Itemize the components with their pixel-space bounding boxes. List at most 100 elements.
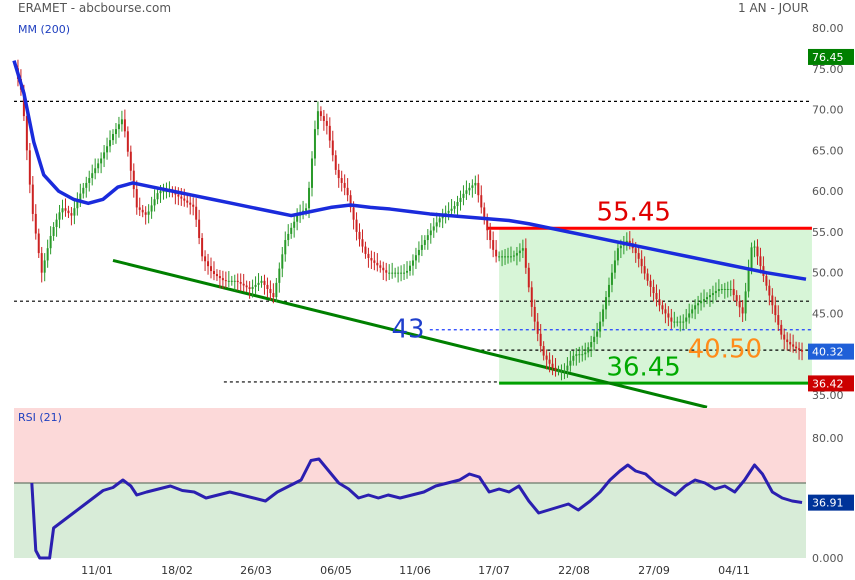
- candle-body: [697, 303, 700, 306]
- candle-body: [756, 246, 759, 257]
- candle-body: [438, 218, 441, 223]
- candle-body: [744, 291, 747, 314]
- candle-body: [664, 309, 667, 314]
- candle-body: [260, 280, 263, 283]
- candle-body: [112, 134, 114, 141]
- candle-body: [795, 346, 798, 349]
- candle-body: [239, 281, 242, 284]
- rsi-tick-label: 0.000: [812, 552, 844, 565]
- candle-body: [64, 208, 67, 211]
- price-tick-label: 35.00: [812, 389, 844, 402]
- annotation-1: 43: [391, 314, 424, 344]
- y-axis: 80.00 75.00 70.00 65.00 60.00 55.00 50.00 45.00…: [808, 22, 854, 565]
- candle-body: [281, 254, 284, 269]
- x-axis: 11/01 18/02 26/03 06/05 11/06 17/07 22/08 27/09…: [81, 564, 750, 577]
- candle-body: [560, 370, 563, 372]
- candle-body: [275, 282, 278, 298]
- candle-body: [103, 152, 106, 159]
- candle-body: [554, 367, 557, 371]
- candle-body: [67, 210, 70, 214]
- candle-body: [435, 222, 438, 227]
- annotation-3: 36.45: [606, 353, 680, 383]
- candle-body: [114, 129, 117, 135]
- price-badge-label: 76.45: [812, 51, 844, 64]
- candle-body: [465, 190, 468, 194]
- candle-body: [605, 297, 608, 310]
- candle-body: [786, 339, 789, 342]
- candle-body: [236, 280, 239, 282]
- candle-body: [533, 306, 536, 322]
- candle-body: [753, 246, 756, 248]
- candle-body: [691, 309, 694, 314]
- price-badge: [808, 343, 854, 360]
- candle-body: [643, 266, 646, 274]
- candle-body: [123, 119, 126, 132]
- candle-body: [613, 260, 616, 273]
- candle-body: [417, 249, 420, 256]
- candle-body: [189, 202, 192, 205]
- candle-body: [545, 355, 548, 360]
- candle-body: [783, 334, 786, 340]
- candle-body: [400, 272, 403, 274]
- price-tick-label: 50.00: [812, 267, 844, 280]
- candle-body: [536, 321, 539, 334]
- price-tick-label: 70.00: [812, 104, 844, 117]
- candle-body: [49, 235, 52, 249]
- candle-body: [658, 299, 661, 306]
- candle-body: [587, 347, 590, 353]
- candle-body: [471, 185, 474, 188]
- candle-body: [210, 266, 213, 272]
- candle-body: [153, 199, 156, 206]
- candle-body: [40, 253, 43, 273]
- candle-body: [147, 211, 150, 215]
- candle-body: [414, 255, 417, 261]
- candle-body: [432, 226, 435, 231]
- candle-body: [480, 195, 483, 208]
- candle-body: [661, 305, 664, 310]
- candle-body: [233, 280, 236, 282]
- shaded-zone: [499, 228, 812, 384]
- candle-body: [192, 204, 195, 207]
- candle-body: [254, 284, 257, 287]
- candle-body: [322, 116, 325, 121]
- candle-body: [685, 317, 688, 322]
- candle-body: [429, 230, 432, 236]
- candle-body: [263, 280, 266, 285]
- candle-body: [305, 208, 308, 211]
- candle-body: [717, 288, 720, 292]
- candle-body: [670, 317, 673, 322]
- candle-body: [789, 341, 792, 345]
- price-tick-label: 45.00: [812, 307, 844, 320]
- candle-body: [774, 305, 777, 316]
- candle-body: [409, 265, 411, 271]
- candle-body: [159, 191, 162, 194]
- candle-body: [180, 196, 183, 199]
- candle-body: [218, 276, 221, 279]
- candle-body: [186, 200, 189, 203]
- candle-body: [489, 230, 492, 241]
- candle-body: [750, 247, 753, 270]
- candle-body: [706, 297, 708, 300]
- rsi-layer: [14, 408, 806, 560]
- candle-body: [524, 248, 527, 268]
- candle-body: [331, 140, 334, 156]
- candle-body: [403, 272, 406, 274]
- candle-body: [411, 260, 414, 266]
- candle-body: [581, 354, 584, 356]
- candle-body: [539, 333, 542, 347]
- candle-body: [177, 194, 180, 197]
- price-tick-label: 80.00: [812, 22, 844, 35]
- candle-body: [607, 284, 610, 298]
- candle-body: [578, 354, 581, 356]
- candle-body: [117, 124, 120, 130]
- x-tick-label: 18/02: [161, 564, 193, 577]
- candle-body: [599, 321, 602, 332]
- candle-body: [346, 187, 349, 196]
- candle-body: [201, 238, 204, 257]
- candle-body: [109, 140, 112, 147]
- candle-body: [70, 213, 73, 216]
- candle-body: [388, 272, 391, 274]
- candle-body: [257, 282, 260, 285]
- candle-body: [777, 315, 780, 325]
- candle-body: [703, 299, 706, 302]
